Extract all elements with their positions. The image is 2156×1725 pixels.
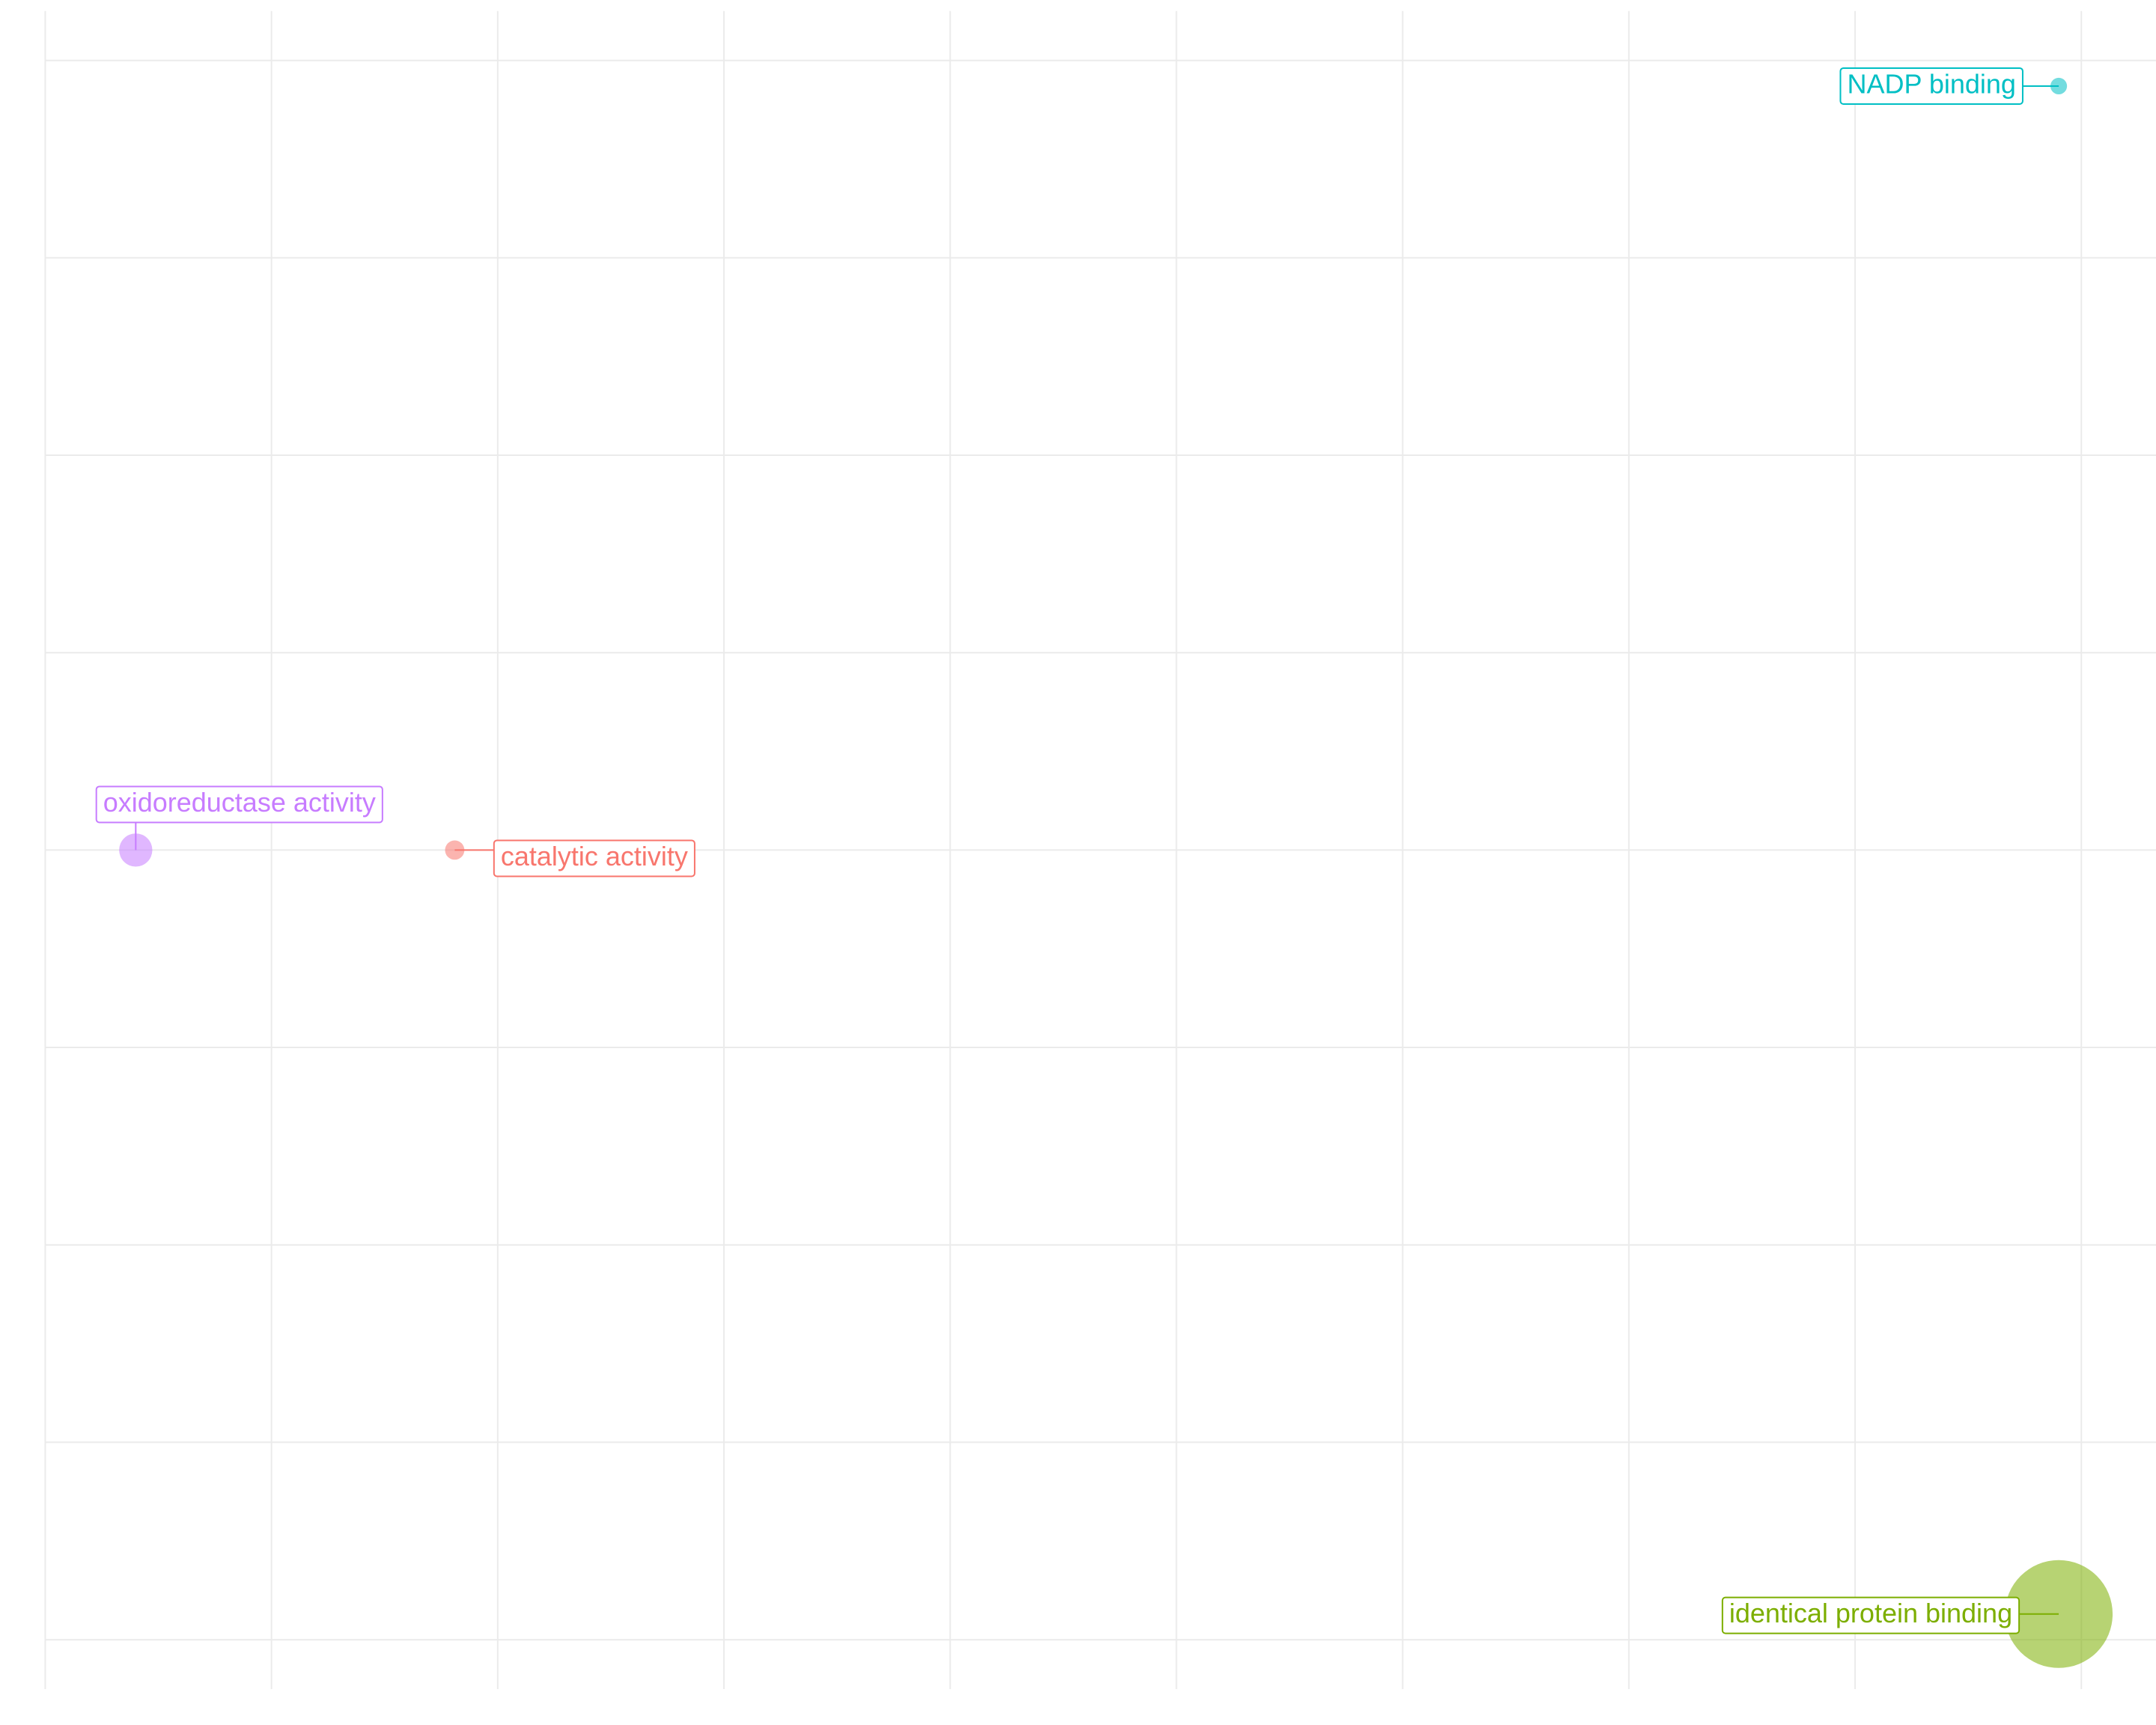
point-label: oxidoreductase activity bbox=[103, 787, 376, 818]
point-label: NADP binding bbox=[1847, 68, 2015, 99]
label-box bbox=[493, 839, 695, 877]
label-box bbox=[95, 785, 383, 824]
point-label: identical protein binding bbox=[1729, 1598, 2012, 1628]
point bbox=[119, 833, 153, 867]
point-label: catalytic activity bbox=[501, 841, 688, 871]
label-box bbox=[1721, 1596, 2021, 1634]
